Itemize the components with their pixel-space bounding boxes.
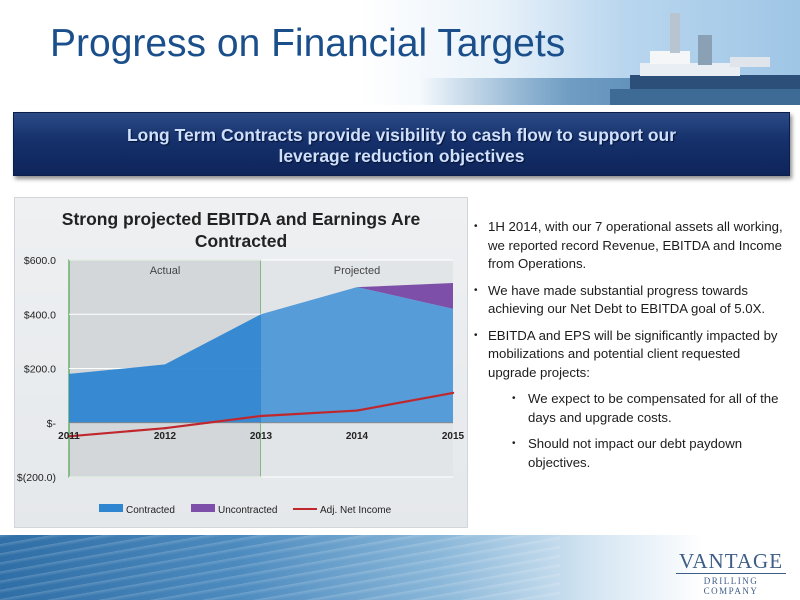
net-income-point (451, 391, 455, 395)
footer-background (0, 535, 800, 600)
bullet-item: • We have made substantial progress towar… (470, 282, 788, 319)
bullet-item: • 1H 2014, with our 7 operational assets … (470, 218, 788, 274)
legend-label: Contracted (126, 505, 175, 516)
net-income-point (67, 435, 71, 438)
net-income-point (259, 414, 263, 418)
bullet-text: We have made substantial progress toward… (488, 282, 766, 317)
y-tick-label: $600.0 (24, 255, 56, 267)
legend-label: Uncontracted (218, 505, 277, 516)
bullet-dot: • (474, 221, 478, 232)
x-tick-label: 2012 (154, 431, 177, 442)
sub-bullet-dot: • (512, 438, 516, 449)
region-label: Projected (334, 265, 380, 277)
bullet-text: EBITDA and EPS will be significantly imp… (488, 327, 778, 380)
logo-rule (676, 573, 786, 574)
legend-label: Adj. Net Income (320, 505, 392, 516)
contracted-projected-overlay (261, 287, 453, 423)
legend-swatch (99, 504, 123, 512)
sub-bullet-item: • We expect to be compensated for all of … (470, 390, 788, 427)
drillship-image (610, 13, 800, 105)
banner: Long Term Contracts provide visibility t… (13, 112, 790, 176)
page-title: Progress on Financial Targets (50, 22, 566, 65)
banner-line-2: leverage reduction objectives (278, 146, 525, 166)
net-income-point (355, 409, 359, 412)
sub-bullet-item: • Should not impact our debt paydown obje… (470, 435, 788, 472)
bullet-text: 1H 2014, with our 7 operational assets a… (488, 219, 783, 271)
legend-swatch (191, 504, 215, 512)
contracted-area (69, 287, 453, 423)
footer-water-texture (0, 535, 560, 600)
x-tick-label: 2013 (250, 431, 273, 442)
logo-main-text: VANTAGE (678, 549, 784, 573)
sub-bullet-dot: • (512, 393, 516, 404)
logo-sub-text: DRILLING COMPANY (703, 576, 759, 596)
x-tick-label: 2014 (346, 431, 369, 442)
company-logo: VANTAGE DRILLING COMPANY (676, 550, 786, 596)
bullet-item: • EBITDA and EPS will be significantly im… (470, 327, 788, 383)
chart-title: Strong projected EBITDA and Earnings Are… (61, 209, 421, 251)
uncontracted-area (69, 283, 453, 374)
net-income-point (163, 426, 167, 430)
y-tick-label: $200.0 (24, 364, 56, 376)
x-tick-label: 2015 (442, 431, 465, 442)
y-tick-label: $- (47, 418, 57, 430)
y-tick-label: $(200.0) (17, 472, 56, 484)
region-label: Actual (150, 265, 181, 277)
bullet-list: • 1H 2014, with our 7 operational assets … (470, 218, 788, 480)
y-tick-label: $400.0 (24, 309, 56, 321)
bullet-dot: • (474, 284, 478, 296)
sub-bullet-text: We expect to be compensated for all of t… (528, 391, 779, 425)
sub-bullet-text: Should not impact our debt paydown objec… (528, 436, 743, 470)
banner-text: Long Term Contracts provide visibility t… (14, 125, 789, 167)
bullet-dot: • (474, 329, 478, 341)
x-tick-label: 2011 (58, 431, 80, 442)
ebitda-chart: Actual Projected $600.0 $400.0 $200.0 $- $(200… (17, 255, 465, 516)
chart-panel: Strong projected EBITDA and Earnings Are… (14, 197, 468, 528)
banner-line-1: Long Term Contracts provide visibility t… (126, 125, 677, 145)
